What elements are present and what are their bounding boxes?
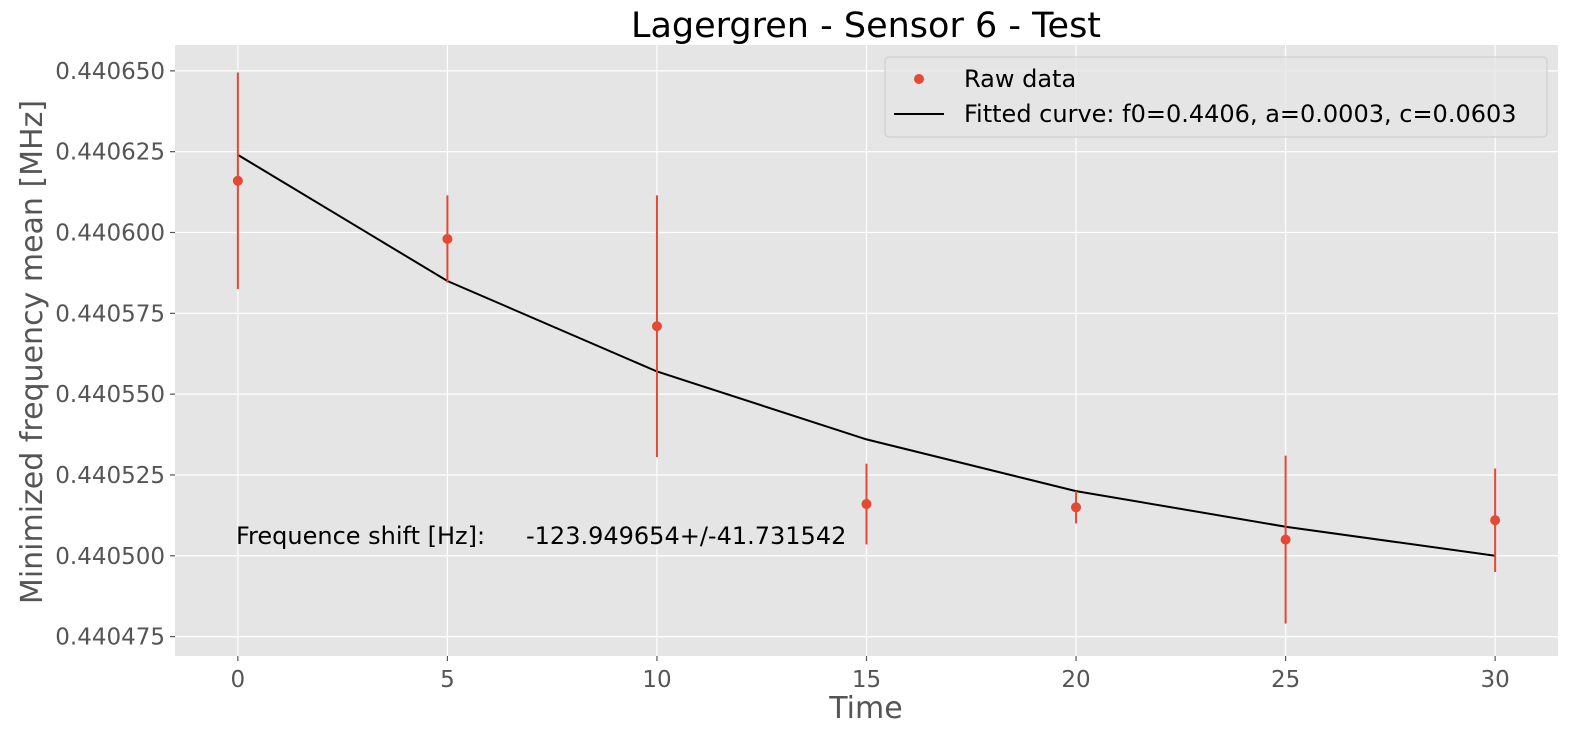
x-tick-label: 5 <box>440 667 455 693</box>
y-tick-label: 0.440600 <box>55 221 165 247</box>
x-tick-label: 10 <box>642 667 671 693</box>
y-tick-label: 0.440625 <box>55 140 165 166</box>
data-point <box>1280 534 1291 545</box>
y-tick-label: 0.440500 <box>55 544 165 570</box>
x-axis-label: Time <box>828 691 902 726</box>
y-axis-label: Minimized frequency mean [MHz] <box>15 100 50 604</box>
y-tick-label: 0.440550 <box>55 382 165 408</box>
chart-title: Lagergren - Sensor 6 - Test <box>631 6 1101 46</box>
x-tick-label: 20 <box>1061 667 1090 693</box>
y-axis-ticks: 0.440475 0.440500 0.440525 0.440550 0.440575… <box>55 59 175 651</box>
data-point <box>1490 515 1501 526</box>
y-tick-label: 0.440575 <box>55 301 165 327</box>
legend-box <box>884 56 1548 138</box>
legend: Raw data Fitted curve: f0=0.4406, a=0.00… <box>884 56 1548 138</box>
legend-label-raw-data: Raw data <box>964 65 1076 93</box>
series-layer <box>232 72 1501 624</box>
x-tick-label: 30 <box>1480 667 1509 693</box>
legend-marker-raw-data <box>914 74 924 84</box>
data-point <box>442 233 453 244</box>
y-tick-label: 0.440475 <box>55 625 165 651</box>
data-point <box>1071 502 1082 513</box>
x-axis-ticks: 0 5 10 15 20 25 30 <box>231 656 1510 693</box>
y-tick-label: 0.440525 <box>55 463 165 489</box>
x-tick-label: 25 <box>1271 667 1300 693</box>
data-point <box>651 321 662 332</box>
y-tick-label: 0.440650 <box>55 59 165 85</box>
frequency-shift-label: Frequence shift [Hz]: <box>236 522 485 550</box>
x-tick-label: 0 <box>231 667 246 693</box>
x-tick-label: 15 <box>852 667 881 693</box>
data-point <box>861 499 872 510</box>
data-point <box>232 175 243 186</box>
frequency-shift-value: -123.949654+/-41.731542 <box>526 522 846 550</box>
legend-label-fitted-curve: Fitted curve: f0=0.4406, a=0.0003, c=0.0… <box>964 100 1517 128</box>
